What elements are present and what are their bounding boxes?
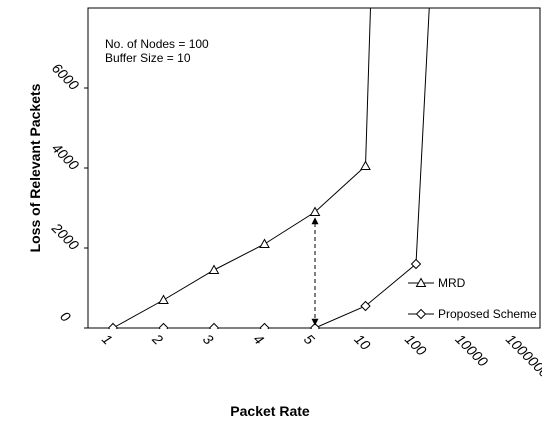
data-point	[107, 322, 119, 329]
x-axis-title: Packet Rate	[230, 403, 310, 419]
x-tick-label: 10000	[452, 331, 491, 370]
data-point	[309, 322, 321, 329]
data-point	[309, 206, 321, 216]
x-tick-label: 3	[200, 331, 217, 348]
annotation: No. of Nodes = 100	[105, 37, 209, 51]
x-tick-label: 4	[250, 331, 267, 348]
annotation: Buffer Size = 10	[105, 51, 191, 65]
legend-label: MRD	[438, 276, 466, 290]
legend-label: Proposed Scheme	[438, 307, 537, 321]
y-tick-label: 0	[57, 308, 74, 325]
legend-marker	[415, 308, 427, 320]
y-tick-label: 2000	[48, 219, 82, 253]
data-point	[158, 322, 169, 329]
data-point	[158, 294, 169, 304]
data-point	[410, 258, 422, 270]
x-tick-label: 5	[301, 331, 318, 348]
y-tick-label: 4000	[49, 140, 82, 173]
x-tick-label: 1	[99, 331, 116, 348]
y-axis-title: Loss of Relevant Packets	[27, 83, 43, 252]
x-tick-label: 2	[149, 330, 167, 348]
x-tick-label: 10	[351, 331, 373, 353]
plot-area	[107, 8, 430, 329]
x-tick-label: 1000000	[503, 331, 542, 381]
data-point	[208, 322, 220, 329]
legend-marker	[415, 277, 427, 287]
data-point	[259, 238, 270, 248]
x-tick-label: 100	[402, 331, 430, 359]
data-point	[360, 300, 371, 312]
data-point	[360, 160, 371, 170]
series-line	[113, 8, 430, 329]
y-tick-label: 6000	[49, 60, 82, 93]
data-point	[208, 264, 220, 274]
data-point	[259, 322, 270, 329]
